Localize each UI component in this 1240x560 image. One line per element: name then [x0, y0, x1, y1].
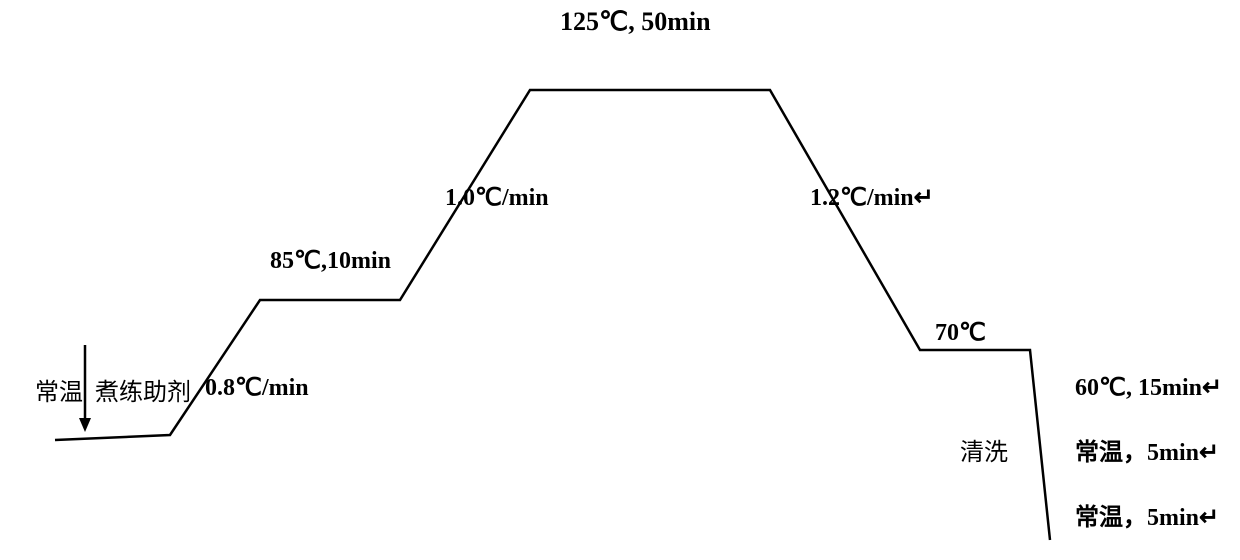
- label-wash_label: 清洗: [960, 439, 1008, 466]
- temperature-curve: [55, 90, 1050, 540]
- label-ramp1: 0.8℃/min: [205, 375, 309, 401]
- label-wash2: 常温，5min↵: [1075, 439, 1219, 466]
- label-drop_temp: 70℃: [935, 320, 986, 346]
- label-mid_plateau: 85℃,10min: [270, 248, 391, 274]
- label-wash1: 60℃, 15min↵: [1075, 375, 1222, 401]
- label-wash3: 常温，5min↵: [1075, 504, 1219, 531]
- label-peak: 125℃, 50min: [560, 7, 711, 36]
- label-additive: 煮练助剂: [95, 379, 191, 406]
- label-room_temp: 常温: [35, 379, 83, 406]
- label-ramp2: 1.0℃/min: [445, 185, 549, 211]
- process-temperature-profile: 125℃, 50min 85℃,10min 0.8℃/min 1.0℃/min 1.2℃…: [0, 0, 1240, 560]
- label-ramp3: 1.2℃/min↵: [810, 185, 934, 211]
